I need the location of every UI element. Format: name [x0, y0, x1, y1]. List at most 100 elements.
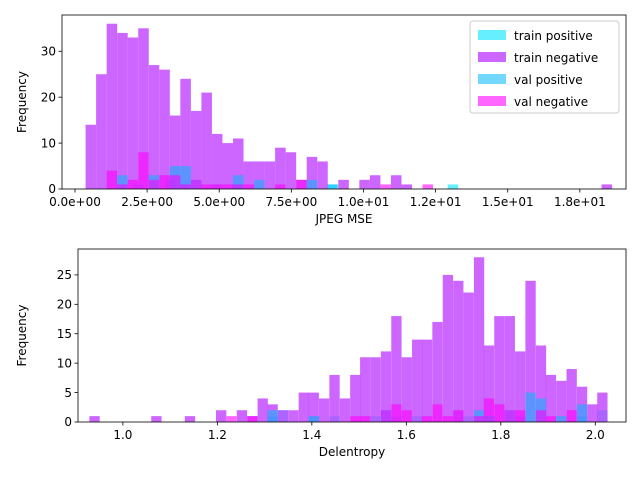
- y-tick-label: 10: [57, 356, 72, 370]
- histogram-bar: [211, 184, 223, 189]
- y-tick-label: 30: [41, 44, 56, 58]
- histogram-bar: [566, 410, 577, 422]
- histogram-bar: [483, 398, 495, 422]
- chart-jpeg-mse: 0.0e+00 2.5e+00 5.0e+00 7.5e+00 1.0e+01 1.2e+…: [15, 14, 627, 226]
- histogram-bar: [215, 410, 227, 422]
- histogram-bar: [138, 152, 149, 189]
- histogram-bar: [473, 257, 485, 422]
- y-tick-label: 0: [48, 182, 56, 196]
- histogram-bar: [453, 410, 464, 422]
- histogram-bar: [308, 416, 319, 422]
- histogram-bar: [545, 374, 557, 422]
- histogram-bar: [201, 92, 212, 189]
- histogram-bar: [222, 184, 233, 189]
- x-tick-label: 1.8: [491, 428, 510, 442]
- histogram-bar: [226, 416, 237, 422]
- histogram-bar: [308, 392, 319, 422]
- histogram-bar: [597, 392, 608, 422]
- x-tick-label: 1.2: [208, 428, 227, 442]
- histogram-bar: [159, 175, 170, 189]
- x-tick-label: 1.0: [113, 428, 132, 442]
- histogram-bar: [184, 416, 196, 422]
- histogram-bar: [369, 175, 381, 189]
- histogram-bar: [169, 175, 181, 189]
- histogram-bar: [338, 179, 349, 189]
- histogram-bar: [233, 175, 244, 189]
- histogram-bar: [473, 410, 485, 422]
- histogram-bar: [380, 351, 392, 422]
- histogram-bar: [360, 416, 371, 422]
- histogram-bar: [412, 339, 423, 422]
- histogram-bar: [159, 69, 170, 189]
- histogram-bar: [566, 369, 577, 422]
- histogram-bar: [473, 416, 485, 422]
- x-axis-label: Delentropy: [319, 445, 385, 459]
- histogram-bar: [556, 380, 567, 422]
- histogram-bar: [211, 133, 223, 189]
- histogram-bar: [277, 410, 289, 422]
- histogram-bar: [190, 110, 202, 189]
- legend-swatch: [478, 30, 506, 40]
- histogram-bar: [504, 316, 515, 422]
- histogram-bar: [151, 416, 162, 422]
- histogram-bar: [247, 416, 258, 422]
- histogram-bar: [494, 316, 505, 422]
- histogram-bar: [556, 416, 567, 422]
- histogram-bar: [421, 339, 433, 422]
- histogram-bar: [380, 184, 391, 189]
- histogram-bar: [138, 28, 149, 190]
- legend-swatch: [478, 74, 506, 84]
- y-tick-label: 15: [57, 327, 72, 341]
- histogram-bar: [442, 274, 454, 422]
- histogram-bar: [453, 280, 464, 422]
- histogram-bar: [317, 161, 328, 189]
- plot-frame: [77, 248, 627, 423]
- histogram-bar: [89, 416, 100, 422]
- histogram-bar: [525, 392, 536, 422]
- histogram-bar: [390, 175, 402, 189]
- y-tick-label: 5: [64, 386, 72, 400]
- histogram-bar: [380, 410, 392, 422]
- x-tick-label: 1.6: [397, 428, 416, 442]
- legend-label: val positive: [514, 73, 583, 87]
- histogram-bar: [401, 184, 413, 189]
- histogram-bar: [401, 410, 412, 422]
- legend-label: train positive: [514, 29, 593, 43]
- histogram-bar: [306, 179, 318, 189]
- histogram-bar: [180, 78, 191, 189]
- histogram-bar: [587, 404, 598, 422]
- histogram-bar: [432, 321, 443, 422]
- histogram-bar: [254, 161, 265, 189]
- histogram-bar: [350, 416, 361, 422]
- histogram-bar: [257, 398, 268, 422]
- histogram-bar: [360, 357, 371, 422]
- histogram-bar: [535, 345, 547, 422]
- histogram-bar: [327, 184, 339, 189]
- histogram-bar: [222, 143, 233, 189]
- histogram-bar: [233, 184, 244, 189]
- chart-delentropy: 1.0 1.2 1.4 1.6 1.8 2.0 0 5 10 15 20 25 Delentropy Fr…: [15, 248, 627, 459]
- histogram-bar: [117, 175, 128, 189]
- histogram-bar: [483, 345, 495, 422]
- x-tick-label: 2.5e+00: [121, 195, 173, 209]
- histogram-bar: [296, 179, 307, 189]
- y-tick-label: 10: [41, 136, 56, 150]
- x-tick-label: 1.2e+01: [410, 195, 462, 209]
- histogram-bar: [169, 115, 181, 189]
- histogram-bar: [422, 184, 434, 189]
- histogram-bar: [515, 410, 526, 422]
- histogram-bar: [391, 316, 402, 422]
- histogram-bar: [288, 410, 299, 422]
- histogram-bar: [576, 386, 588, 422]
- legend-swatch: [478, 96, 506, 106]
- histogram-bar: [85, 124, 97, 189]
- y-tick-label: 0: [64, 415, 72, 429]
- histogram-bar: [535, 410, 547, 422]
- legend-box: [469, 20, 620, 114]
- y-tick-label: 20: [41, 90, 56, 104]
- legend-label: train negative: [514, 51, 598, 65]
- y-tick-label: 25: [57, 268, 72, 282]
- y-axis-label: Frequency: [15, 71, 29, 133]
- histogram-bar: [401, 357, 412, 422]
